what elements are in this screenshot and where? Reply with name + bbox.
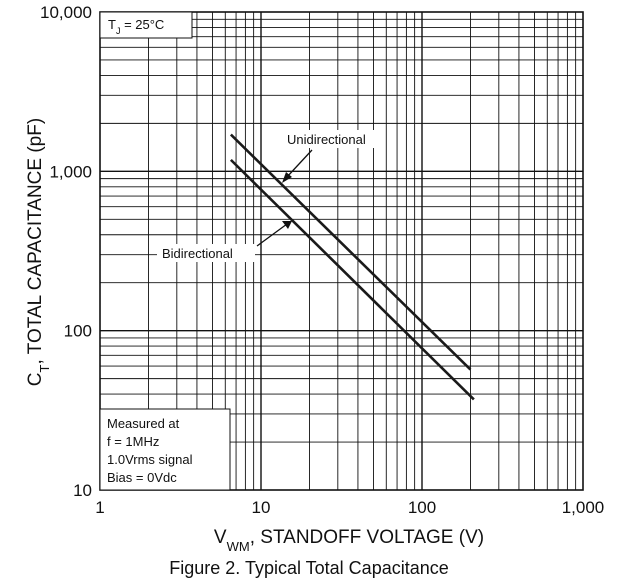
x-axis-title: VWM, STANDOFF VOLTAGE (V) [214, 527, 484, 554]
bidirectional-label-bg [157, 244, 255, 262]
y-tick-label: 10 [73, 481, 92, 500]
x-tick-label: 1,000 [562, 498, 605, 517]
grid-lines [100, 12, 583, 490]
unidirectional-label-bg [281, 130, 385, 148]
measurement-condition-line: f = 1MHz [107, 434, 159, 449]
measurement-condition-line: Bias = 0Vdc [107, 470, 177, 485]
series-line-unidirectional [229, 133, 472, 371]
data-series [229, 133, 475, 401]
x-tick-label: 100 [408, 498, 436, 517]
temperature-condition: TJ = 25°C [108, 17, 164, 36]
measurement-condition-line: Measured at [107, 416, 180, 431]
y-tick-label: 10,000 [40, 3, 92, 22]
y-tick-label: 100 [64, 322, 92, 341]
temperature-condition-box [99, 11, 193, 39]
series-label-unidirectional: Unidirectional [287, 132, 366, 147]
bidirectional-leader-line [256, 223, 288, 247]
unidirectional-arrowhead [282, 172, 292, 183]
bidirectional-arrowhead [282, 221, 292, 229]
y-axis-title: CT, TOTAL CAPACITANCE (pF) [25, 118, 52, 386]
figure-caption: Figure 2. Typical Total Capacitance [169, 558, 449, 578]
y-tick-label: 1,000 [49, 162, 92, 181]
series-label-bidirectional: Bidirectional [162, 246, 233, 261]
measurement-conditions-box [99, 408, 231, 491]
unidirectional-leader-line [285, 149, 313, 179]
x-tick-label: 1 [95, 498, 104, 517]
measurement-conditions: Measured at f = 1MHz 1.0Vrms signal Bias = … [107, 416, 193, 485]
measurement-condition-line: 1.0Vrms signal [107, 452, 193, 467]
plot-frame [99, 11, 584, 491]
series-line-bidirectional [229, 158, 475, 401]
x-tick-label: 10 [252, 498, 271, 517]
